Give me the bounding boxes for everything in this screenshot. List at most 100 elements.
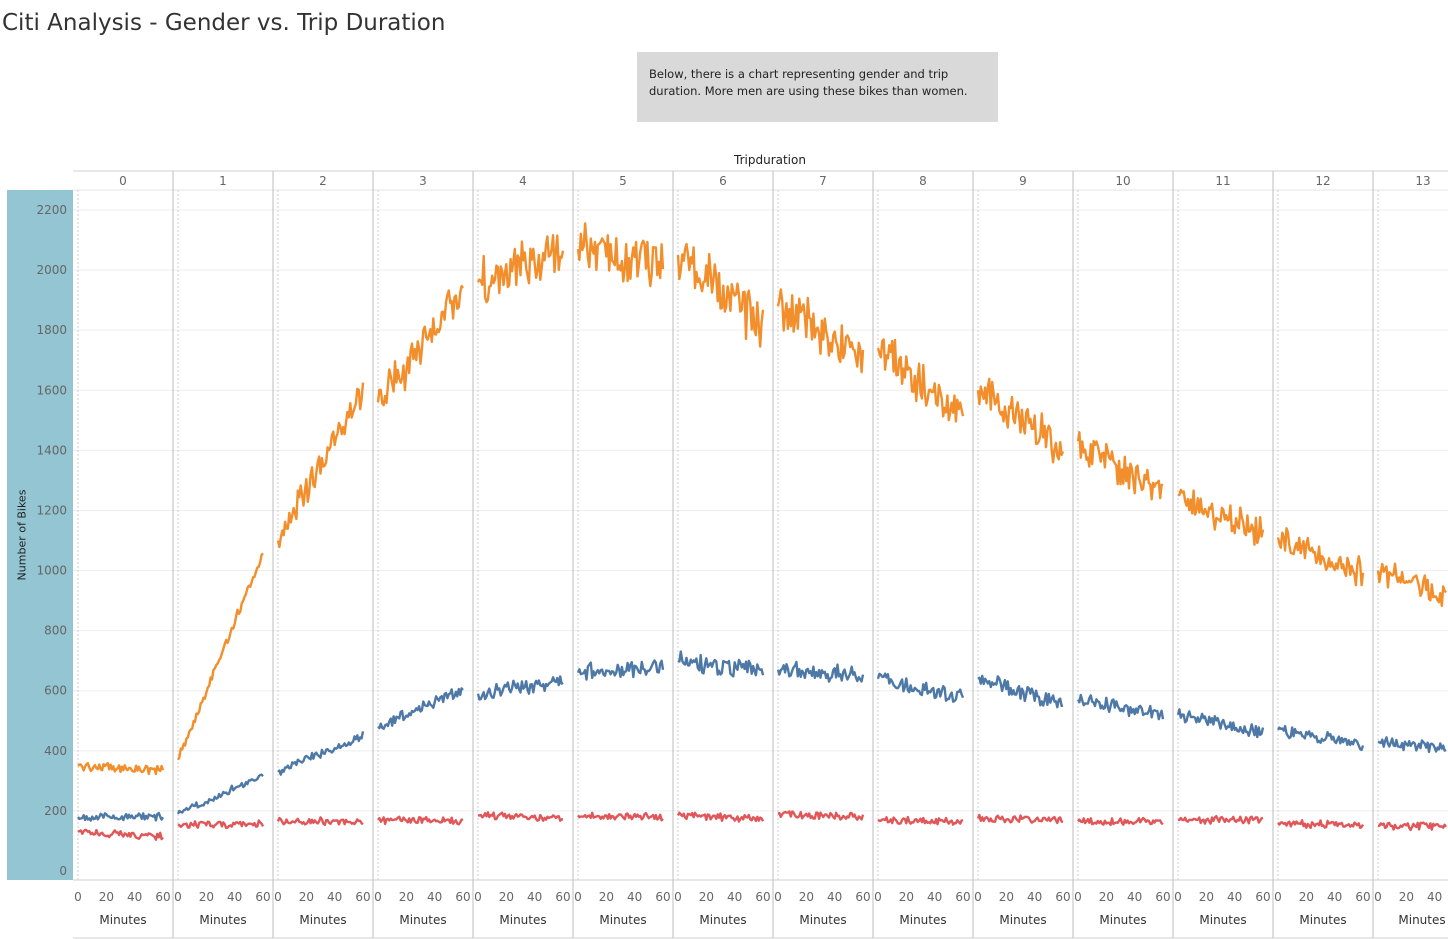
x-tick-label: 40 [327, 890, 342, 904]
x-tick-label: 20 [699, 890, 714, 904]
panel-header-label: 5 [619, 174, 627, 188]
x-tick-label: 60 [855, 890, 870, 904]
column-axis-title: Tripduration [733, 153, 806, 167]
y-tick-label: 1000 [36, 564, 67, 578]
x-axis-label: Minutes [1398, 913, 1445, 927]
y-tick-label: 200 [44, 804, 67, 818]
series-line [1276, 527, 1365, 587]
x-tick-label: 40 [1427, 890, 1442, 904]
series-line [1377, 736, 1447, 754]
x-tick-label: 0 [1374, 890, 1382, 904]
x-tick-label: 40 [527, 890, 542, 904]
x-tick-label: 20 [299, 890, 314, 904]
x-tick-label: 0 [274, 890, 282, 904]
panel-header-label: 0 [119, 174, 127, 188]
series-line [1177, 488, 1265, 546]
series-line [577, 811, 664, 822]
x-tick-label: 60 [555, 890, 570, 904]
series-line [1178, 814, 1264, 825]
series-line [976, 813, 1064, 825]
x-axis-label: Minutes [699, 913, 746, 927]
x-tick-label: 0 [974, 890, 982, 904]
grid-layer [73, 209, 1448, 812]
x-tick-label: 20 [99, 890, 114, 904]
x-tick-label: 0 [674, 890, 682, 904]
series-line [377, 687, 464, 730]
x-tick-label: 0 [174, 890, 182, 904]
x-tick-label: 0 [1274, 890, 1282, 904]
x-axis-label: Minutes [1099, 913, 1146, 927]
x-tick-label: 40 [727, 890, 742, 904]
series-line [977, 674, 1064, 709]
x-tick-label: 60 [255, 890, 270, 904]
x-tick-label: 40 [1027, 890, 1042, 904]
x-axis-label: Minutes [99, 913, 146, 927]
series-line [976, 377, 1065, 464]
series-line [776, 660, 865, 683]
x-axis-label: Minutes [499, 913, 546, 927]
x-tick-label: 40 [427, 890, 442, 904]
x-axis-label: Minutes [1199, 913, 1246, 927]
panel-header-label: 1 [219, 174, 227, 188]
series-line [876, 338, 965, 423]
series-line [1377, 821, 1447, 832]
x-tick-label: 0 [1074, 890, 1082, 904]
x-tick-label: 20 [1299, 890, 1314, 904]
panel-header-label: 11 [1215, 174, 1230, 188]
y-tick-label: 0 [59, 864, 67, 878]
series-line [276, 816, 364, 827]
series-line [377, 815, 464, 826]
series-line [876, 672, 965, 703]
x-axis-label: Minutes [199, 913, 246, 927]
x-tick-label: 40 [627, 890, 642, 904]
x-tick-label: 40 [227, 890, 242, 904]
x-tick-label: 60 [1155, 890, 1170, 904]
panel-header-label: 6 [719, 174, 727, 188]
x-tick-label: 20 [499, 890, 514, 904]
panel-header-label: 10 [1115, 174, 1130, 188]
x-tick-label: 20 [899, 890, 914, 904]
series-layer [77, 222, 1447, 841]
series-line [777, 810, 865, 821]
x-axis-label: Minutes [1299, 913, 1346, 927]
y-tick-label: 1800 [36, 323, 67, 337]
y-tick-label: 400 [44, 744, 67, 758]
y-tick-label: 1200 [36, 503, 67, 517]
y-tick-label: 2000 [36, 263, 67, 277]
x-tick-label: 40 [1327, 890, 1342, 904]
series-line [476, 233, 565, 304]
x-tick-label: 0 [774, 890, 782, 904]
panel-header-label: 3 [419, 174, 427, 188]
x-tick-label: 60 [1255, 890, 1270, 904]
series-line [1277, 819, 1365, 830]
panel-header-label: 13 [1415, 174, 1430, 188]
x-tick-label: 60 [755, 890, 770, 904]
x-axis-label: Minutes [399, 913, 446, 927]
x-tick-label: 20 [199, 890, 214, 904]
x-tick-label: 0 [874, 890, 882, 904]
x-tick-label: 0 [74, 890, 82, 904]
label-layer: 0200400600800100012001400160018002000220… [36, 174, 1445, 927]
series-line [676, 242, 765, 348]
x-axis-label: Minutes [899, 913, 946, 927]
x-tick-label: 20 [1099, 890, 1114, 904]
x-tick-label: 60 [155, 890, 170, 904]
x-tick-label: 20 [1199, 890, 1214, 904]
x-tick-label: 40 [127, 890, 142, 904]
y-axis-band [7, 190, 73, 880]
series-line [1276, 724, 1365, 752]
y-tick-label: 2200 [36, 203, 67, 217]
x-tick-label: 20 [1399, 890, 1414, 904]
x-axis-label: Minutes [599, 913, 646, 927]
x-axis-label: Minutes [799, 913, 846, 927]
x-tick-label: 20 [399, 890, 414, 904]
panel-header-label: 2 [319, 174, 327, 188]
x-tick-label: 40 [1227, 890, 1242, 904]
x-tick-label: 40 [927, 890, 942, 904]
x-tick-label: 60 [455, 890, 470, 904]
x-tick-label: 0 [374, 890, 382, 904]
series-line [177, 819, 265, 830]
x-tick-label: 60 [955, 890, 970, 904]
x-tick-label: 60 [1055, 890, 1070, 904]
